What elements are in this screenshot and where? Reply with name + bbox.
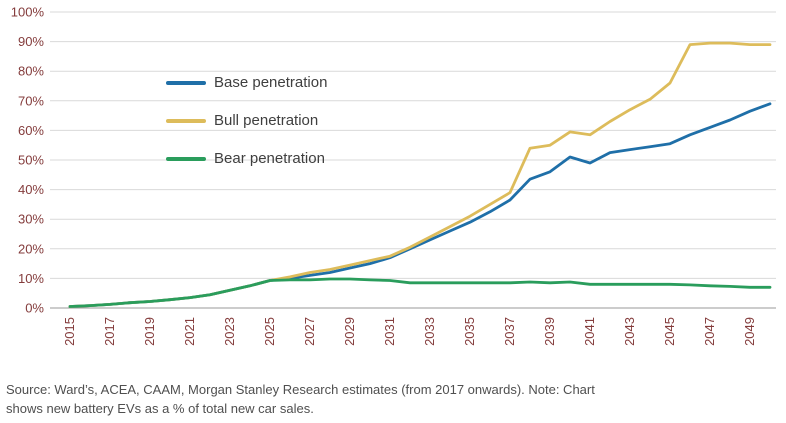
chart-legend: Base penetration Bull penetration Bear p… [166,72,327,170]
legend-swatch-base-penetration [166,81,206,85]
x-axis-tick-label: 2031 [382,317,397,346]
bear-penetration-line [68,277,772,308]
legend-item-bear-penetration: Bear penetration [166,148,327,170]
legend-swatch-bull-penetration [166,119,206,123]
x-axis-tick-label: 2037 [502,317,517,346]
y-axis-tick-label: 90% [18,34,44,49]
x-axis-tick-label: 2027 [302,317,317,346]
x-axis-tick-label: 2035 [462,317,477,346]
y-axis-tick-label: 10% [18,271,44,286]
x-axis-tick-label: 2019 [142,317,157,346]
chart-plot-area: 0% 10% 20% 30% 40% 50% 60% 70% 80% 90% 100% 2015 201… [11,5,776,346]
x-axis-tick-label: 2017 [102,317,117,346]
legend-swatch-bear-penetration [166,157,206,161]
x-axis-tick-label: 2049 [742,317,757,346]
x-axis-tick-label: 2041 [582,317,597,346]
y-axis-tick-label: 70% [18,93,44,108]
x-axis-tick-label: 2015 [62,317,77,346]
y-axis-tick-label: 60% [18,123,44,138]
legend-label-base-penetration: Base penetration [214,74,328,91]
legend-label-bear-penetration: Bear penetration [214,150,325,167]
x-axis-tick-label: 2039 [542,317,557,346]
x-axis-tick-label: 2047 [702,317,717,346]
x-axis-tick-label: 2023 [222,317,237,346]
legend-item-bull-penetration: Bull penetration [166,110,327,132]
y-axis-tick-label: 20% [18,241,44,256]
y-axis-tick-label: 40% [18,182,44,197]
source-note-line2: shows new battery EVs as a % of total ne… [6,401,314,416]
y-axis-tick-label: 50% [18,153,44,168]
x-axis-tick-label: 2045 [662,317,677,346]
legend-label-bull-penetration: Bull penetration [214,112,319,129]
y-axis-tick-label: 100% [11,5,45,20]
x-axis-tick-label: 2033 [422,317,437,346]
y-axis-tick-label: 80% [18,64,44,79]
ev-penetration-chart: 0% 10% 20% 30% 40% 50% 60% 70% 80% 90% 100% 2015 201… [11,5,776,346]
x-axis-tick-label: 2021 [182,317,197,346]
x-axis-tick-label: 2025 [262,317,277,346]
source-note-line1: Source: Ward’s, ACEA, CAAM, Morgan Stanl… [6,382,595,397]
y-axis-tick-label: 0% [25,301,44,316]
y-axis-tick-label: 30% [18,212,44,227]
legend-item-base-penetration: Base penetration [166,72,327,94]
source-note: Source: Ward’s, ACEA, CAAM, Morgan Stanl… [0,372,786,418]
x-axis-tick-label: 2043 [622,317,637,346]
x-axis-tick-label: 2029 [342,317,357,346]
